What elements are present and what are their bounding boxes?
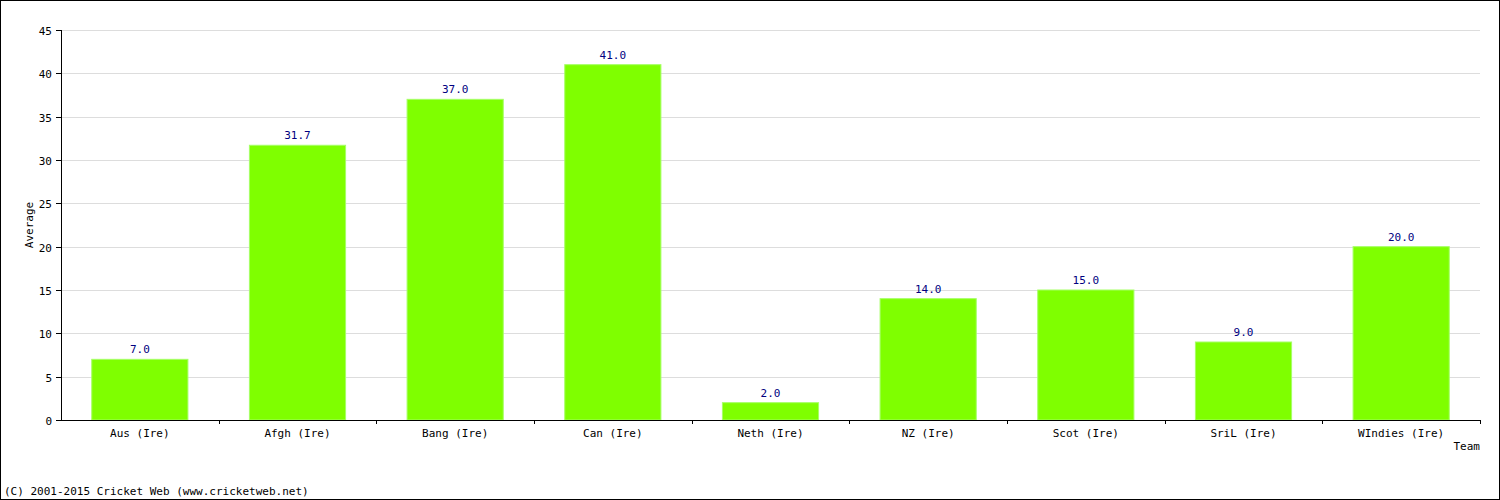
grid-line bbox=[61, 117, 1480, 118]
bar bbox=[1195, 342, 1291, 420]
x-tick-label: Afgh (Ire) bbox=[264, 427, 330, 440]
y-tick bbox=[56, 30, 61, 31]
y-tick-label: 40 bbox=[39, 68, 52, 81]
y-tick bbox=[56, 160, 61, 161]
y-tick-label: 30 bbox=[39, 155, 52, 168]
grid-line bbox=[61, 73, 1480, 74]
bar bbox=[565, 65, 661, 420]
y-tick-label: 10 bbox=[39, 328, 52, 341]
y-tick bbox=[56, 73, 61, 74]
data-label: 2.0 bbox=[761, 387, 781, 400]
x-tick-label: Can (Ire) bbox=[583, 427, 643, 440]
data-label: 14.0 bbox=[915, 283, 942, 296]
data-label: 7.0 bbox=[130, 343, 150, 356]
chart: 0 5 10 15 20 25 30 35 40 45 7.0 31.7 37.0 41.0 2.0 14.0… bbox=[0, 0, 1500, 500]
bar bbox=[880, 299, 976, 420]
x-tick-label: Bang (Ire) bbox=[422, 427, 488, 440]
y-tick bbox=[56, 290, 61, 291]
annotation: (C) 2001-2015 Cricket Web (www.cricketwe… bbox=[4, 485, 309, 498]
x-tick-label: Scot (Ire) bbox=[1053, 427, 1119, 440]
bar bbox=[1353, 247, 1449, 420]
x-tick-label: WIndies (Ire) bbox=[1358, 427, 1444, 440]
y-tick bbox=[56, 333, 61, 334]
y-axis-title: Average bbox=[23, 202, 36, 248]
frame bbox=[1, 1, 1500, 500]
bar bbox=[1038, 290, 1134, 420]
bar bbox=[249, 145, 345, 420]
grid-line bbox=[61, 30, 1480, 31]
y-axis bbox=[61, 30, 62, 420]
y-tick bbox=[56, 377, 61, 378]
x-tick-label: Neth (Ire) bbox=[737, 427, 803, 440]
bar bbox=[722, 403, 818, 420]
bar bbox=[92, 359, 188, 420]
data-label: 41.0 bbox=[600, 49, 627, 62]
x-axis bbox=[61, 420, 1480, 421]
y-tick bbox=[56, 247, 61, 248]
y-tick bbox=[56, 117, 61, 118]
y-tick-label: 35 bbox=[39, 112, 52, 125]
x-tick-label: NZ (Ire) bbox=[902, 427, 955, 440]
data-label: 20.0 bbox=[1388, 231, 1415, 244]
y-tick-label: 0 bbox=[45, 415, 52, 428]
x-axis-title: Team bbox=[1454, 440, 1481, 453]
bars bbox=[92, 65, 1450, 420]
data-label: 37.0 bbox=[442, 83, 469, 96]
x-tick-label: SriL (Ire) bbox=[1210, 427, 1276, 440]
x-tick bbox=[1480, 420, 1481, 424]
x-tick-label: Aus (Ire) bbox=[110, 427, 170, 440]
y-tick-label: 25 bbox=[39, 198, 52, 211]
y-tick bbox=[56, 203, 61, 204]
labels: 7.0 31.7 37.0 41.0 2.0 14.0 15.0 9.0 20.0 bbox=[130, 49, 1415, 400]
data-label: 9.0 bbox=[1234, 326, 1254, 339]
y-tick-label: 45 bbox=[39, 25, 52, 38]
y-tick-label: 20 bbox=[39, 242, 52, 255]
y-tick-label: 5 bbox=[45, 372, 52, 385]
data-label: 31.7 bbox=[284, 129, 311, 142]
y-tick bbox=[56, 420, 61, 421]
data-label: 15.0 bbox=[1073, 274, 1100, 287]
grid-line bbox=[61, 420, 1480, 421]
bar bbox=[407, 99, 503, 420]
y-tick-label: 15 bbox=[39, 285, 52, 298]
